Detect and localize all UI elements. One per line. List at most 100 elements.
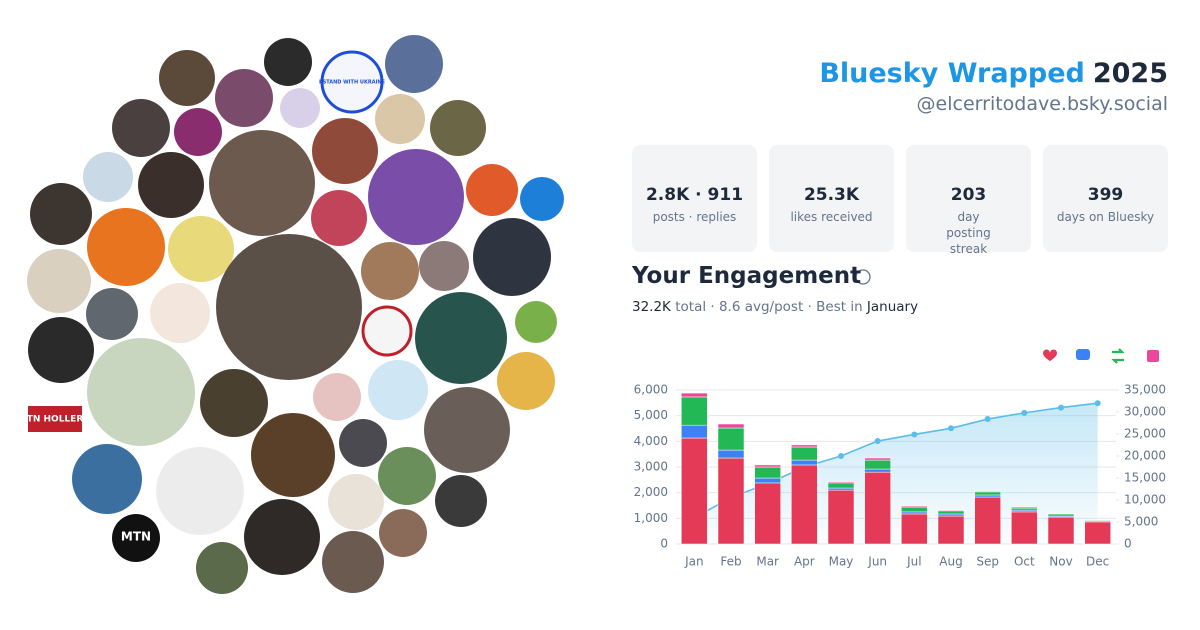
line-point (1021, 409, 1028, 416)
stat-card: 2.8K · 911 posts · replies (632, 145, 757, 252)
avatar (156, 447, 244, 535)
bar-segment (791, 444, 818, 448)
summary: 32.2K total · 8.6 avg/post · Best in Jan… (632, 299, 918, 315)
engagement-chart: 0 1,000 2,000 3,000 4,000 5,000 6,000 0 5,000 10,… (634, 383, 1166, 569)
x-tick-label: Apr (794, 555, 815, 569)
bar-segment (974, 496, 1001, 545)
avatar (497, 352, 555, 410)
avatar (424, 387, 510, 473)
avatar (209, 130, 315, 236)
bar-segment (717, 423, 745, 429)
avatar (30, 183, 92, 245)
bar-segment (754, 482, 781, 545)
bar-segment (754, 464, 781, 468)
bar-segment (1011, 507, 1038, 511)
bar-segment (864, 457, 891, 461)
avatar (328, 474, 384, 530)
avatar (215, 69, 273, 127)
avatar (378, 447, 436, 505)
line-point (948, 425, 954, 432)
avatar (168, 216, 234, 282)
legend-icon[interactable] (1111, 348, 1125, 364)
bar-segment (901, 505, 928, 508)
x-tick-label: Mar (756, 555, 779, 569)
avatar-text: MTN (121, 530, 151, 544)
avatar (466, 164, 518, 216)
bar-segment (937, 510, 965, 515)
stat-label: day posting streak (946, 210, 991, 256)
avatar (473, 218, 551, 296)
y2-tick-label: 10,000 (1124, 493, 1166, 507)
avatar-text: TN HOLLER (27, 415, 84, 425)
avatar (320, 50, 384, 114)
stat-card: 399 days on Bluesky (1043, 145, 1168, 252)
stat-value: 203 (950, 185, 987, 205)
title: Bluesky Wrapped (819, 58, 1085, 89)
avatar (361, 305, 413, 357)
avatar-collage: I STAND WITH UKRAINE TN HOLLER MTN (27, 35, 564, 594)
avatar (312, 118, 378, 184)
bar-segment (937, 513, 965, 517)
bar-segment (717, 457, 745, 545)
header: Bluesky Wrapped 2025 @elcerritodave.bsky.… (819, 58, 1168, 115)
x-tick-label: Jun (867, 555, 887, 569)
summary-best: January (866, 299, 919, 315)
bar-segment (681, 437, 708, 545)
avatar (196, 542, 248, 594)
y2-tick-label: 5,000 (1124, 515, 1158, 529)
x-tick-label: Sep (976, 555, 999, 569)
avatar (368, 360, 428, 420)
bar-segment (1011, 511, 1038, 545)
avatar (520, 177, 564, 221)
bar-segment (974, 491, 1001, 496)
y2-tick-label: 0 (1124, 537, 1132, 551)
avatar (515, 301, 557, 343)
legend (1043, 348, 1159, 364)
x-tick-label: Nov (1049, 555, 1072, 569)
avatar (28, 406, 82, 432)
avatar (112, 514, 160, 562)
legend-icon[interactable] (1043, 349, 1057, 362)
y2-tick-label: 15,000 (1124, 471, 1166, 485)
y-tick-label: 6,000 (634, 383, 668, 397)
info-icon[interactable] (855, 269, 871, 285)
avatar (311, 190, 367, 246)
summary-total: 32.2K (632, 299, 671, 315)
bar-segment (1047, 513, 1075, 515)
bar-segment (864, 459, 891, 470)
avatar (174, 108, 222, 156)
y-tick-label: 3,000 (634, 460, 668, 474)
avatar (251, 413, 335, 497)
bar-segment (864, 468, 891, 473)
line-point (874, 438, 881, 445)
avatar (375, 94, 425, 144)
stat-card: 203 day posting streak (906, 145, 1031, 256)
legend-icon[interactable] (1147, 350, 1159, 362)
y2-tick-label: 30,000 (1124, 405, 1166, 419)
x-tick-label: Aug (939, 555, 962, 569)
line-point (838, 453, 844, 459)
y-tick-label: 5,000 (634, 408, 668, 422)
avatar (385, 35, 443, 93)
avatar (361, 242, 419, 300)
avatar (159, 50, 215, 106)
avatar (27, 249, 91, 313)
bar-segment (681, 424, 708, 439)
avatar (264, 38, 312, 86)
stat-label: days on Bluesky (1056, 210, 1155, 224)
avatar (86, 288, 138, 340)
avatar (244, 499, 320, 575)
bar-segment (1047, 516, 1075, 545)
y2-tick-label: 25,000 (1124, 427, 1166, 441)
avatar (435, 475, 487, 527)
bar-segment (864, 471, 891, 545)
bar-segment (1011, 509, 1038, 513)
avatar (368, 149, 464, 245)
bar-segment (827, 482, 855, 489)
bar-segment (1084, 519, 1111, 521)
bar-segment (717, 449, 745, 459)
bar-segment (937, 515, 965, 545)
legend-icon[interactable] (1076, 349, 1090, 360)
y-tick-label: 2,000 (634, 485, 668, 499)
